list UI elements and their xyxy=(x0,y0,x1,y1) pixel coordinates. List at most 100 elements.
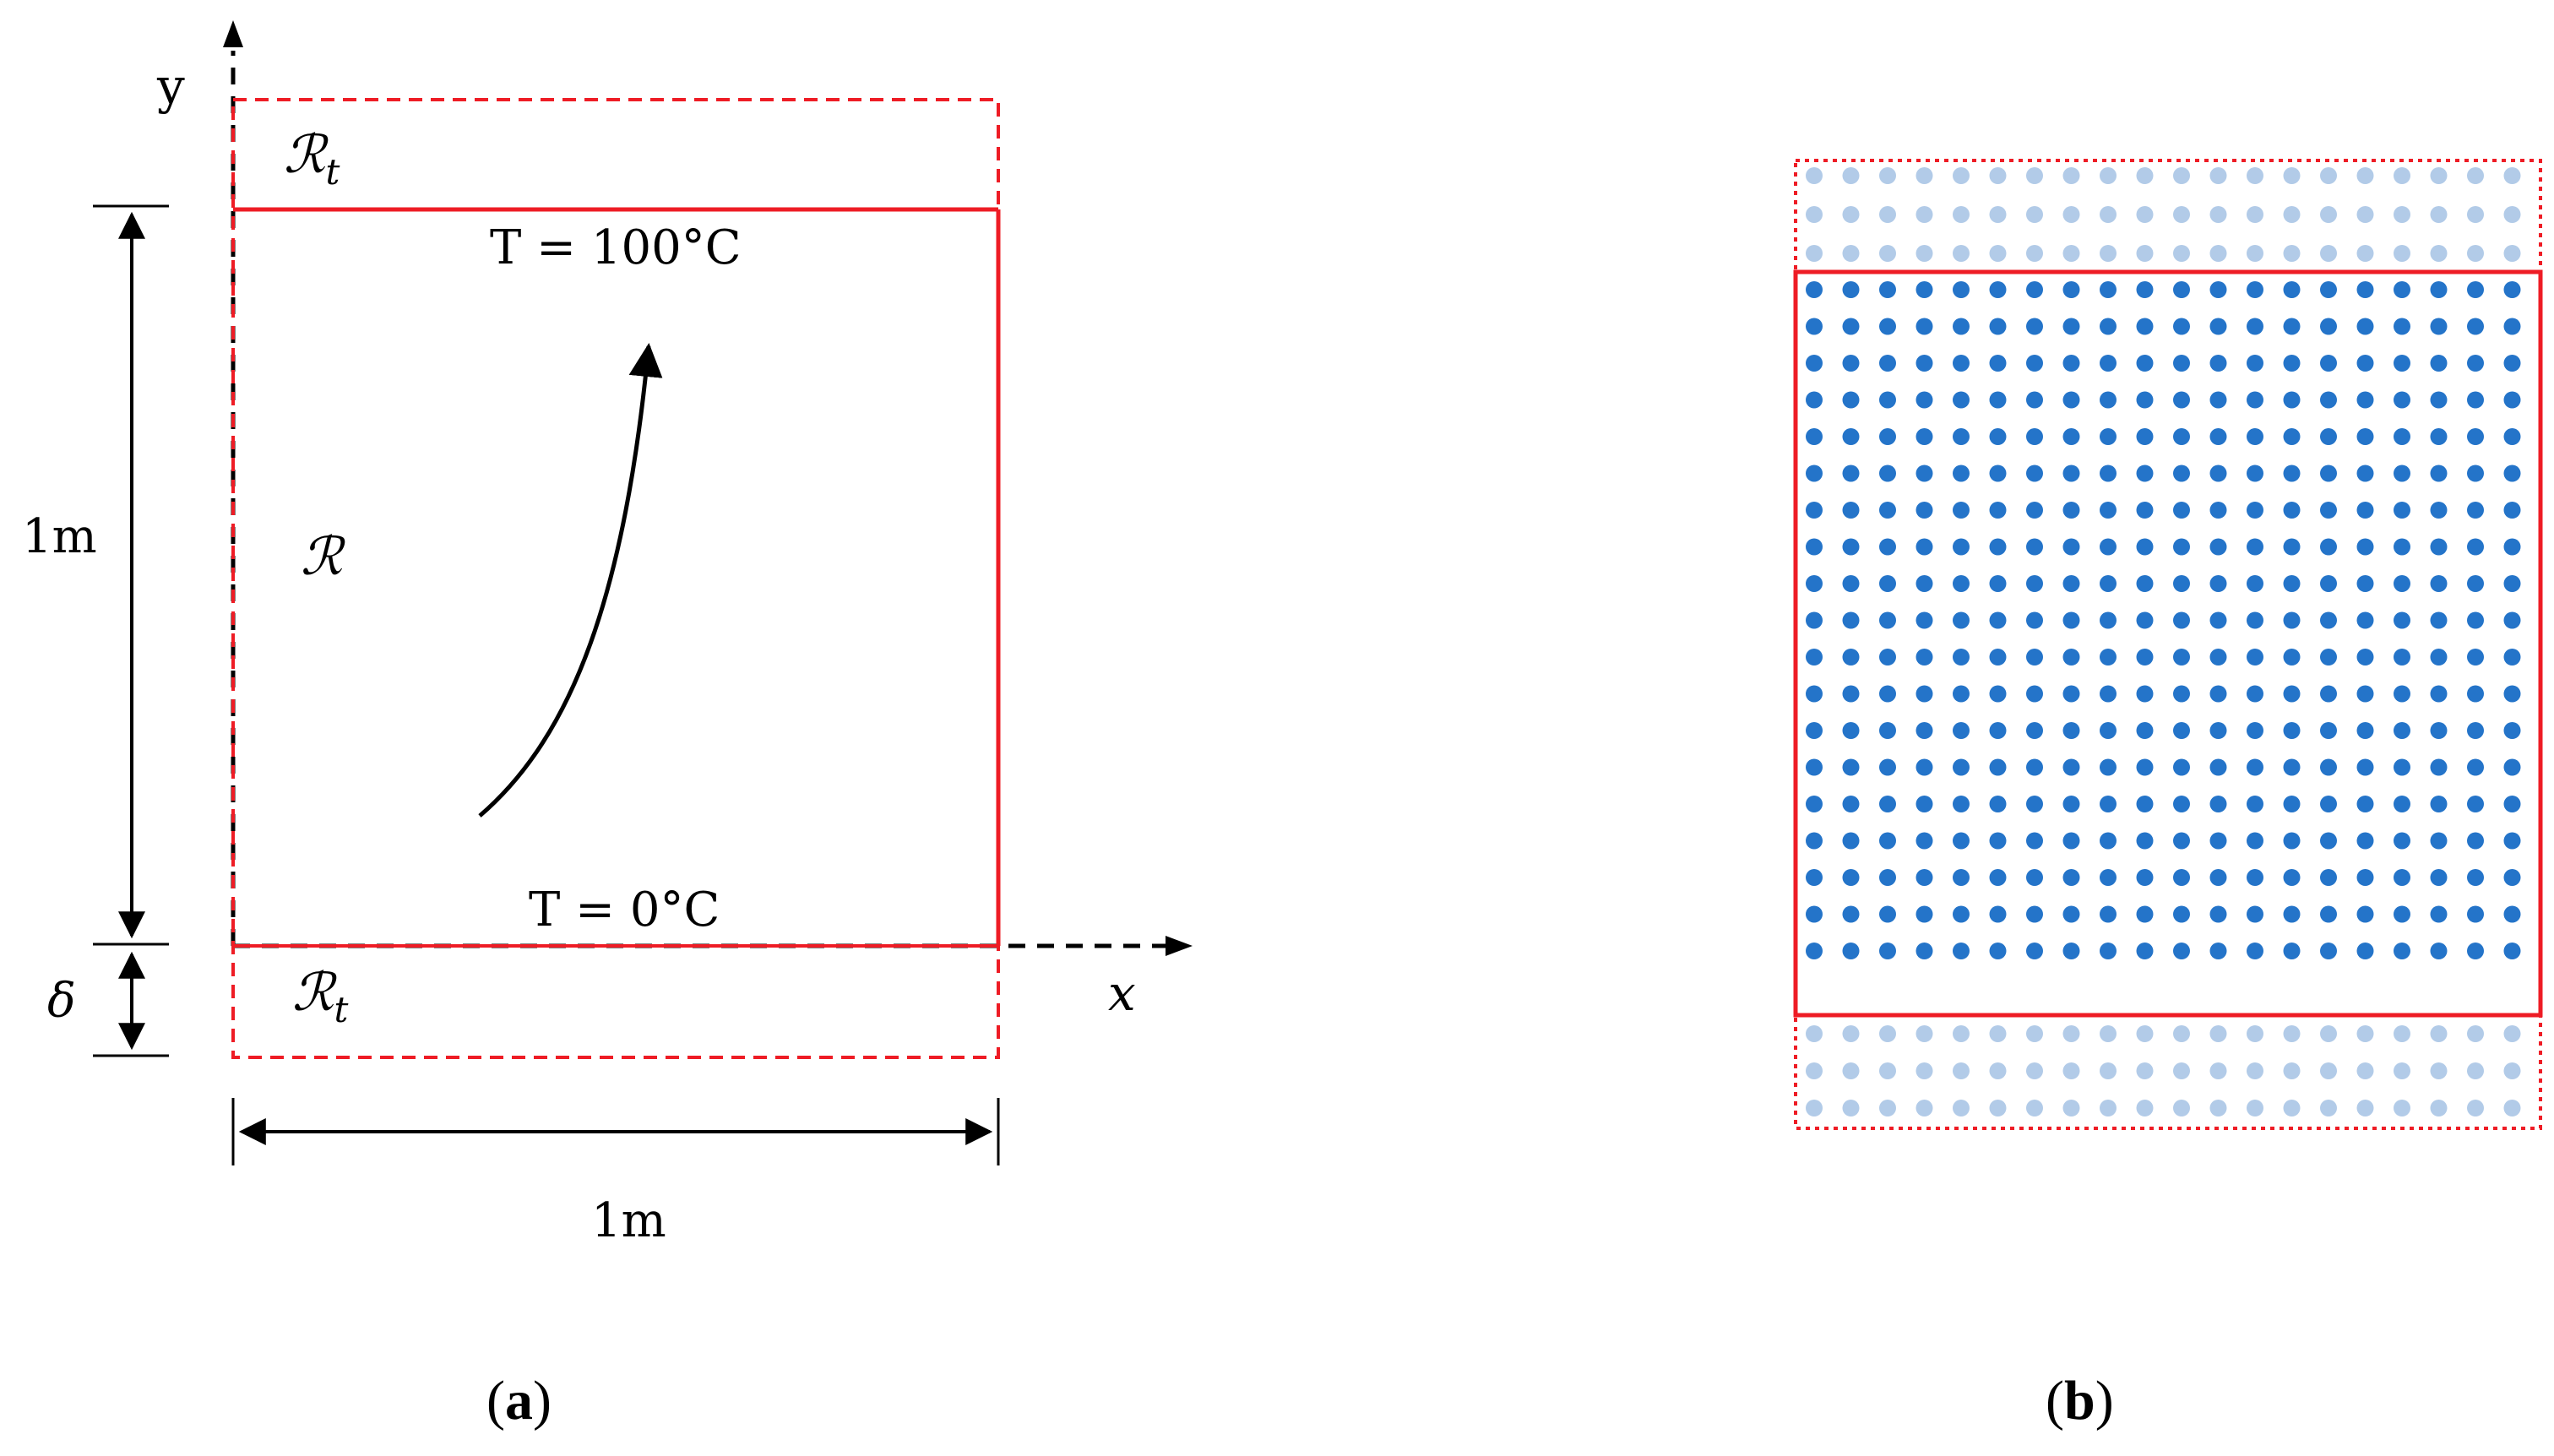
interior-node xyxy=(2320,943,2337,959)
interior-node xyxy=(2283,869,2301,886)
ghost-node xyxy=(1989,1062,2007,1079)
interior-node xyxy=(2173,832,2190,850)
interior-node xyxy=(2503,428,2521,445)
extended-domain-outline xyxy=(231,98,1000,1059)
interior-node xyxy=(1842,318,1860,335)
interior-node xyxy=(2173,502,2190,519)
interior-node xyxy=(1953,943,1970,959)
interior-node xyxy=(2173,465,2190,482)
interior-node xyxy=(1989,538,2007,556)
interior-node xyxy=(1879,538,1896,556)
ghost-node xyxy=(1806,1025,1823,1042)
ghost-node xyxy=(2062,245,2080,262)
x-axis-label: x xyxy=(1108,964,1136,1022)
interior-node xyxy=(2503,796,2521,812)
ghost-node xyxy=(2247,206,2263,223)
interior-node xyxy=(2026,502,2043,519)
interior-node xyxy=(1989,611,2007,629)
interior-node xyxy=(2062,465,2080,482)
interior-node xyxy=(2173,685,2190,703)
interior-node xyxy=(1842,355,1860,372)
interior-node xyxy=(1806,722,1823,739)
interior-node xyxy=(2136,796,2154,812)
panel-b: (b) xyxy=(1793,159,2543,1432)
ghost-node xyxy=(2173,1062,2190,1079)
interior-node xyxy=(2136,428,2154,445)
interior-node xyxy=(2247,575,2263,592)
interior-node xyxy=(1953,722,1970,739)
interior-node xyxy=(1953,538,1970,556)
ghost-node xyxy=(2062,1062,2080,1079)
interior-node xyxy=(2430,796,2448,812)
ghost-node xyxy=(2320,1062,2337,1079)
interior-node xyxy=(2283,796,2301,812)
ghost-node xyxy=(2062,206,2080,223)
interior-node xyxy=(1842,575,1860,592)
interior-node xyxy=(2026,758,2043,776)
interior-node xyxy=(2100,502,2117,519)
interior-node xyxy=(1879,722,1896,739)
ghost-node xyxy=(2283,1025,2301,1042)
interior-node xyxy=(2100,869,2117,886)
width-dimension-label: 1m xyxy=(591,1193,666,1248)
interior-node xyxy=(1879,502,1896,519)
interior-node xyxy=(2026,575,2043,592)
interior-node xyxy=(2100,905,2117,923)
interior-node xyxy=(1916,649,1933,666)
interior-node xyxy=(2247,355,2263,372)
ghost-node xyxy=(2394,167,2410,184)
interior-node xyxy=(2173,796,2190,812)
interior-node xyxy=(2173,281,2190,298)
interior-node xyxy=(2283,611,2301,629)
interior-node xyxy=(1806,428,1823,445)
interior-node xyxy=(2062,649,2080,666)
interior-node xyxy=(2209,649,2227,666)
interior-node xyxy=(2062,611,2080,629)
interior-node xyxy=(2247,465,2263,482)
interior-node xyxy=(2283,355,2301,372)
interior-node xyxy=(1953,611,1970,629)
height-dimension-label: 1m xyxy=(22,509,97,564)
interior-node xyxy=(2283,281,2301,298)
ghost-node xyxy=(2173,206,2190,223)
ghost-node xyxy=(2026,1025,2043,1042)
interior-node xyxy=(2283,502,2301,519)
ghost-node xyxy=(1953,1100,1970,1116)
interior-node xyxy=(2356,428,2374,445)
interior-node xyxy=(2467,943,2484,959)
interior-node xyxy=(1953,649,1970,666)
interior-node xyxy=(2394,722,2410,739)
ghost-node xyxy=(2026,167,2043,184)
interior-node xyxy=(2100,281,2117,298)
interior-node xyxy=(2503,649,2521,666)
interior-node xyxy=(2062,428,2080,445)
interior-node xyxy=(1916,355,1933,372)
interior-node xyxy=(2026,611,2043,629)
interior-node xyxy=(2356,538,2374,556)
panel-b-label: (b) xyxy=(2046,1370,2114,1432)
interior-node xyxy=(2136,943,2154,959)
interior-node xyxy=(2503,905,2521,923)
interior-node xyxy=(2283,575,2301,592)
interior-node xyxy=(1806,391,1823,409)
interior-node xyxy=(1842,538,1860,556)
interior-node xyxy=(1916,428,1933,445)
interior-node xyxy=(2503,611,2521,629)
interior-node xyxy=(2394,465,2410,482)
interior-node xyxy=(1842,465,1860,482)
interior-node xyxy=(2247,502,2263,519)
ghost-node xyxy=(2136,1025,2154,1042)
interior-node xyxy=(2394,538,2410,556)
interior-node xyxy=(2209,758,2227,776)
interior-node xyxy=(2430,465,2448,482)
interior-node xyxy=(2320,538,2337,556)
interior-node xyxy=(2320,685,2337,703)
interior-node xyxy=(2026,943,2043,959)
top-boundary-condition: T = 100°C xyxy=(490,220,742,275)
interior-node xyxy=(2394,685,2410,703)
ghost-node xyxy=(1953,1025,1970,1042)
interior-node xyxy=(2209,281,2227,298)
interior-node xyxy=(2026,318,2043,335)
ghost-node xyxy=(2100,1025,2117,1042)
interior-node xyxy=(2136,502,2154,519)
